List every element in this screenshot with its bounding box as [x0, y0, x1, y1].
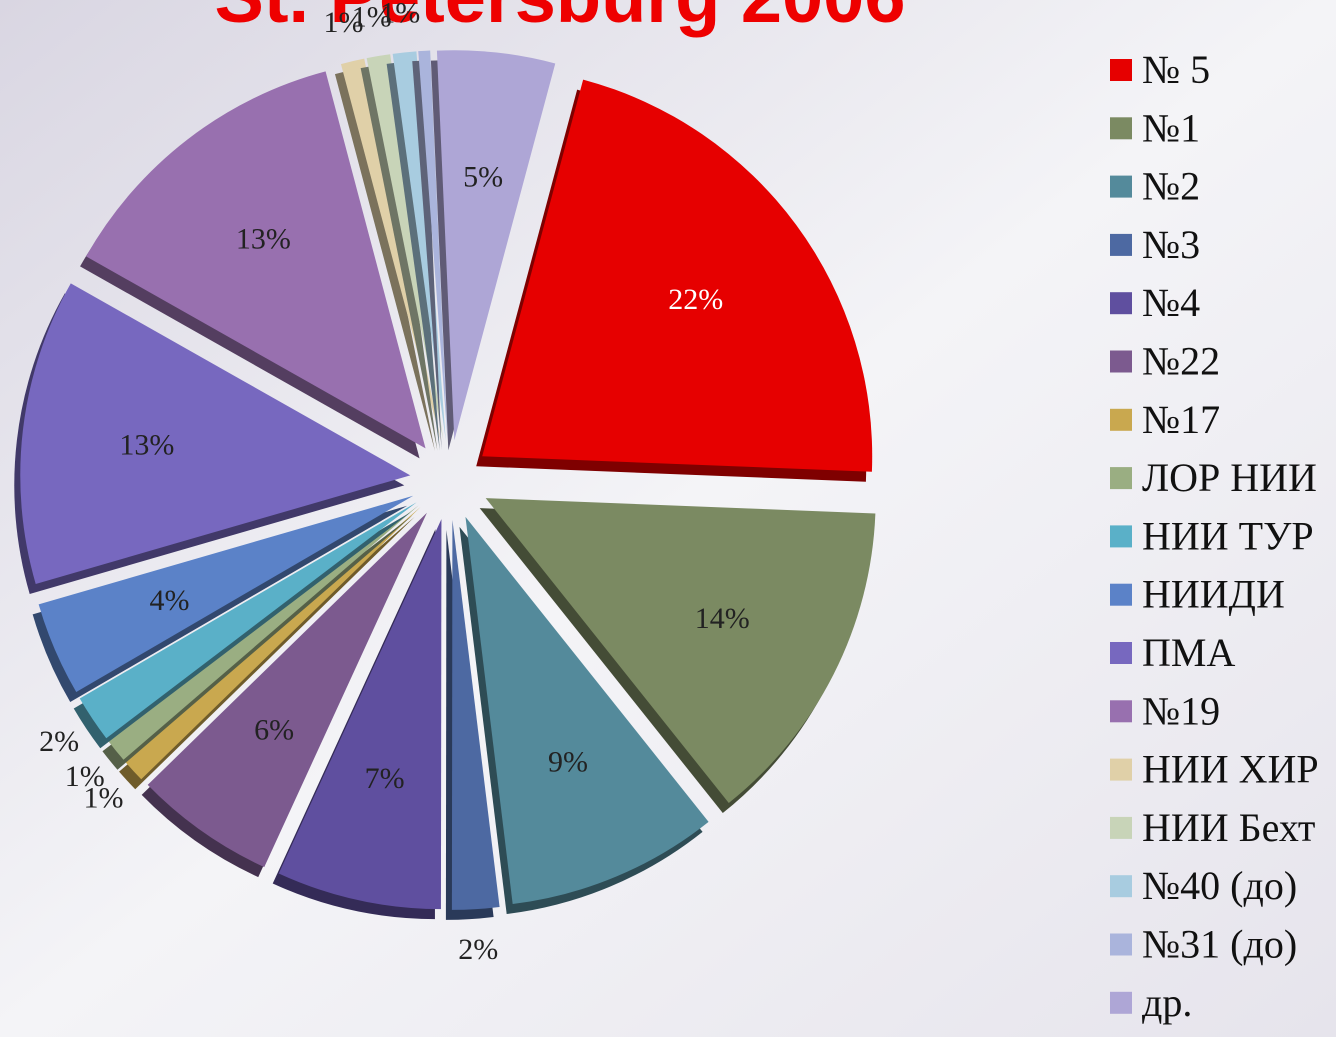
legend-swatch: [1110, 117, 1132, 140]
slice-side: [386, 61, 440, 451]
slice: [340, 58, 441, 442]
legend-label: НИИ ХИР: [1142, 747, 1319, 792]
legend-swatch: [1110, 408, 1132, 431]
legend-label: №3: [1142, 222, 1200, 267]
slice: [436, 50, 556, 441]
legend-label: др.: [1142, 980, 1192, 1025]
data-label: 5%: [463, 161, 503, 194]
slice: [125, 507, 421, 780]
slice: [465, 516, 709, 905]
legend-swatch: [1110, 175, 1132, 198]
data-label: 1%: [352, 1, 392, 34]
legend-label: НИИ Бехт: [1142, 805, 1315, 850]
legend-swatch: [1110, 642, 1132, 664]
slice: [79, 502, 417, 739]
data-label: 1%: [84, 782, 124, 815]
slice-side: [412, 60, 442, 451]
legend-label: №17: [1142, 397, 1220, 442]
legend-swatch: [1110, 59, 1132, 81]
chart-title: St. Petersburg 2006: [215, 0, 906, 38]
slice: [38, 495, 414, 693]
slice-side: [360, 64, 438, 451]
slice: [108, 505, 419, 760]
data-label: 22%: [668, 283, 723, 316]
pie: [14, 50, 876, 920]
legend-swatch: [1110, 875, 1132, 898]
legend-label: №40 (до): [1142, 863, 1297, 908]
data-label: 13%: [236, 222, 291, 255]
slice: [278, 519, 442, 910]
legend-label: №31 (до): [1142, 922, 1297, 967]
legend-label: № 5: [1142, 47, 1210, 92]
slice: [485, 498, 876, 804]
slice: [451, 519, 500, 910]
legend-swatch: [1110, 350, 1132, 373]
slice: [20, 283, 411, 584]
data-label: 4%: [149, 584, 189, 617]
slice: [86, 71, 426, 449]
data-label: 2%: [458, 933, 498, 966]
data-label: 6%: [254, 713, 294, 746]
legend-swatch: [1110, 583, 1132, 606]
data-label: 14%: [695, 602, 750, 635]
legend-label: ПМА: [1142, 630, 1235, 675]
slice: [418, 50, 448, 441]
legend-swatch: [1110, 233, 1132, 256]
data-label: 1%: [65, 760, 105, 793]
legend-swatch: [1110, 758, 1132, 781]
legend-label: НИИ ТУР: [1142, 513, 1314, 558]
legend-label: №19: [1142, 688, 1220, 733]
legend-swatch: [1110, 933, 1132, 956]
data-label: 13%: [119, 429, 174, 462]
legend-swatch: [1110, 292, 1132, 315]
data-label: 7%: [365, 762, 405, 795]
legend-label: №1: [1142, 105, 1200, 150]
slice: [482, 79, 873, 472]
slice-side: [334, 68, 435, 452]
data-label: 1%: [323, 6, 363, 39]
legend-swatch: [1110, 467, 1132, 490]
slice: [366, 54, 444, 441]
legend-label: №2: [1142, 164, 1200, 209]
legend-swatch: [1110, 816, 1132, 839]
slice: [147, 512, 427, 868]
slice: [392, 51, 446, 441]
legend-label: НИИДИ: [1142, 572, 1285, 617]
legend-label: ЛОР НИИ: [1142, 455, 1317, 500]
data-label: 1%: [380, 0, 420, 30]
legend-label: №4: [1142, 280, 1200, 325]
data-label: 9%: [548, 745, 588, 778]
legend-swatch: [1110, 525, 1132, 548]
legend-swatch: [1110, 700, 1132, 723]
data-label: 2%: [39, 725, 79, 758]
legend-swatch: [1110, 991, 1132, 1014]
legend-label: №22: [1142, 339, 1220, 384]
